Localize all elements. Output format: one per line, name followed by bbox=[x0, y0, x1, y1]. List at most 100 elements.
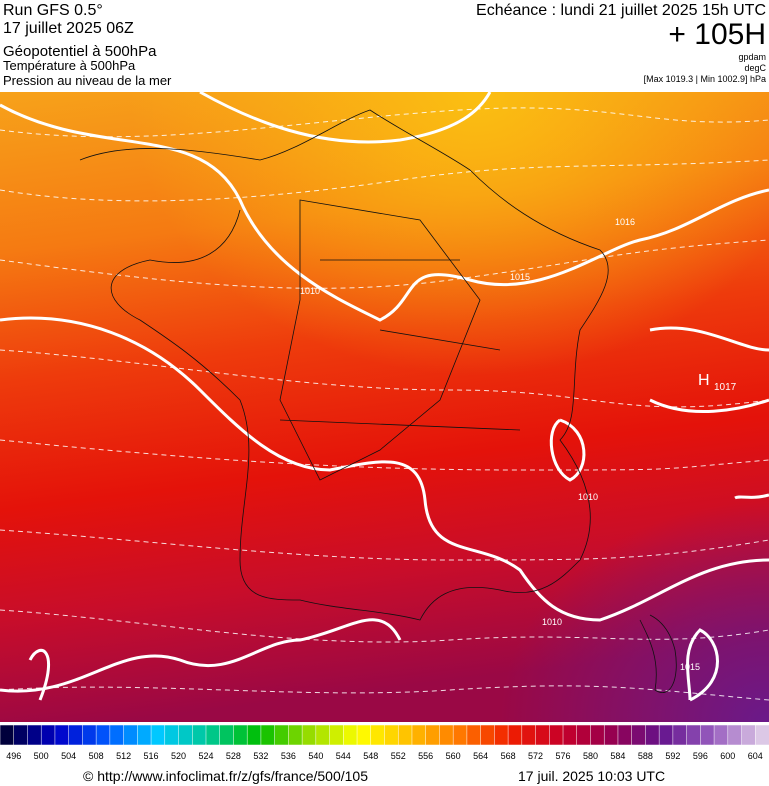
scale-swatch bbox=[233, 724, 248, 746]
scale-label: 572 bbox=[528, 751, 543, 761]
scale-swatch bbox=[452, 724, 468, 746]
scale-label: 516 bbox=[144, 751, 159, 761]
lead-time: + 105H bbox=[668, 18, 766, 51]
scale-swatch bbox=[54, 724, 70, 746]
scale-label: 564 bbox=[473, 751, 488, 761]
scale-label: 596 bbox=[693, 751, 708, 761]
scale-swatch bbox=[521, 724, 537, 746]
scale-swatch bbox=[603, 724, 619, 746]
map-labels: H 1017 1010 1015 1016 1010 1010 1015 bbox=[300, 217, 737, 672]
scale-swatch bbox=[260, 724, 276, 746]
scale-swatch bbox=[164, 724, 180, 746]
scale-swatch bbox=[315, 724, 331, 746]
scale-swatch bbox=[0, 724, 15, 746]
scale-swatch bbox=[466, 724, 482, 746]
scale-swatch bbox=[411, 724, 427, 746]
scale-swatch bbox=[178, 724, 193, 746]
map: H 1017 1010 1015 1016 1010 1010 1015 bbox=[0, 90, 769, 722]
isobars bbox=[0, 90, 769, 702]
scale-label: 540 bbox=[308, 751, 323, 761]
scale-swatch bbox=[301, 724, 317, 746]
scale-label: 536 bbox=[281, 751, 296, 761]
scale-label: 604 bbox=[748, 751, 763, 761]
isobar-label: 1010 bbox=[300, 286, 320, 296]
scale-swatch bbox=[205, 724, 221, 746]
unit: degC bbox=[744, 63, 766, 73]
scale-swatch bbox=[480, 724, 496, 746]
source: © http://www.infoclimat.fr/z/gfs/france/… bbox=[83, 768, 368, 784]
scale-swatch bbox=[755, 724, 769, 746]
scale-label: 560 bbox=[446, 751, 461, 761]
scale-swatch bbox=[576, 724, 592, 746]
field: Géopotentiel à 500hPa bbox=[3, 43, 157, 60]
scale-swatch bbox=[343, 724, 358, 746]
scale-label: 508 bbox=[89, 751, 104, 761]
scale-label: 588 bbox=[638, 751, 653, 761]
scale-swatch bbox=[27, 724, 42, 746]
scale-label: 524 bbox=[198, 751, 213, 761]
scale-swatch bbox=[329, 724, 345, 746]
scale-swatch bbox=[40, 724, 56, 746]
scale-swatch bbox=[82, 724, 97, 746]
scale-swatch bbox=[700, 724, 715, 746]
pressure-range: [Max 1019.3 | Min 1002.9] hPa bbox=[644, 74, 766, 84]
timestamp: 17 juil. 2025 10:03 UTC bbox=[518, 768, 665, 784]
field-shade bbox=[0, 92, 769, 722]
scale-swatch bbox=[617, 724, 633, 746]
temperature-lines bbox=[0, 107, 769, 701]
scale-swatch bbox=[123, 724, 139, 746]
scale-swatch bbox=[713, 724, 729, 746]
scale-swatch bbox=[137, 724, 152, 746]
scale-swatch bbox=[219, 724, 235, 746]
scale-swatch bbox=[645, 724, 660, 746]
field: Température à 500hPa bbox=[3, 58, 136, 73]
scale-label: 576 bbox=[556, 751, 571, 761]
high-marker: H bbox=[698, 372, 710, 389]
scale-swatch bbox=[68, 724, 84, 746]
scale-label: 580 bbox=[583, 751, 598, 761]
high-value: 1017 bbox=[714, 382, 737, 393]
scale-swatch bbox=[356, 724, 372, 746]
scale-swatch bbox=[727, 724, 743, 746]
borders bbox=[79, 109, 677, 693]
scale-swatch bbox=[494, 724, 509, 746]
scale-swatch bbox=[507, 724, 523, 746]
scale-label: 548 bbox=[363, 751, 378, 761]
scale-swatch bbox=[13, 724, 29, 746]
isobar-label: 1016 bbox=[615, 217, 635, 227]
scale-swatch bbox=[686, 724, 702, 746]
scale-swatch bbox=[274, 724, 290, 746]
scale-swatch bbox=[439, 724, 454, 746]
scale-swatch bbox=[741, 724, 757, 746]
scale-label: 552 bbox=[391, 751, 406, 761]
scale-swatch bbox=[109, 724, 125, 746]
footer: © http://www.infoclimat.fr/z/gfs/france/… bbox=[83, 768, 665, 784]
scale-swatch bbox=[370, 724, 386, 746]
scale-label: 512 bbox=[116, 751, 131, 761]
scale-label: 520 bbox=[171, 751, 186, 761]
scale-swatch bbox=[397, 724, 413, 746]
scale-swatch bbox=[631, 724, 647, 746]
run-date: 17 juillet 2025 06Z bbox=[3, 20, 134, 37]
isobar-label: 1010 bbox=[578, 492, 598, 502]
isobar-label: 1015 bbox=[510, 272, 530, 282]
scale-swatch bbox=[288, 724, 303, 746]
unit: gpdam bbox=[738, 52, 766, 62]
header: Run GFS 0.5° 17 juillet 2025 06Z Géopote… bbox=[3, 2, 767, 88]
scale-swatch bbox=[535, 724, 551, 746]
scale-label: 504 bbox=[61, 751, 76, 761]
scale-label: 584 bbox=[610, 751, 625, 761]
scale-swatch bbox=[384, 724, 399, 746]
valid-time: Echéance : lundi 21 juillet 2025 15h UTC bbox=[476, 2, 766, 19]
scale-label: 500 bbox=[34, 751, 49, 761]
scale-label: 528 bbox=[226, 751, 241, 761]
field: Pression au niveau de la mer bbox=[3, 73, 172, 88]
scale-swatch bbox=[425, 724, 441, 746]
scale-swatch bbox=[150, 724, 166, 746]
scale-label: 544 bbox=[336, 751, 351, 761]
scale-label: 568 bbox=[501, 751, 516, 761]
scale-swatch bbox=[549, 724, 564, 746]
scale-swatch bbox=[95, 724, 111, 746]
